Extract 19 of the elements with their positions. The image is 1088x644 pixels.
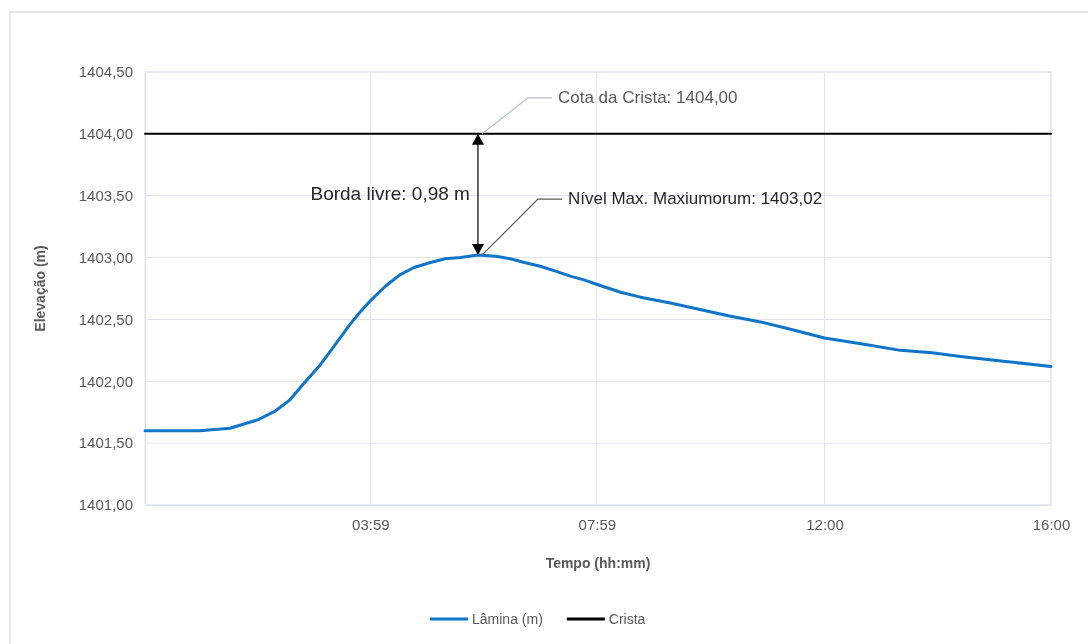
x-tick-label: 12:00: [806, 515, 844, 533]
x-tick-label: 07:59: [578, 515, 617, 533]
annotation: Borda livre: 0,98 m: [310, 183, 470, 205]
annotation: Cota da Crista: 1404,00: [557, 87, 738, 107]
y-tick-label: 1404,50: [78, 63, 133, 81]
y-tick-label: 1403,00: [78, 248, 133, 266]
annotation: Nível Max. Maxiumorum: 1403,02: [567, 189, 823, 209]
y-tick-label: 1403,50: [78, 187, 133, 205]
x-tick-label: 16:00: [1032, 515, 1071, 533]
y-axis-title: Elevação (m): [32, 245, 48, 332]
y-tick-label: 1402,00: [78, 372, 133, 390]
legend-label: Lâmina (m): [472, 611, 543, 627]
legend-label: Crista: [608, 611, 646, 627]
y-tick-label: 1402,50: [78, 310, 133, 328]
x-axis-title: Tempo (hh:mm): [545, 555, 651, 571]
x-tick-label: 03:59: [352, 515, 390, 533]
y-tick-label: 1401,00: [78, 496, 133, 514]
y-tick-label: 1401,50: [78, 434, 133, 452]
y-tick-label: 1404,00: [78, 125, 133, 143]
